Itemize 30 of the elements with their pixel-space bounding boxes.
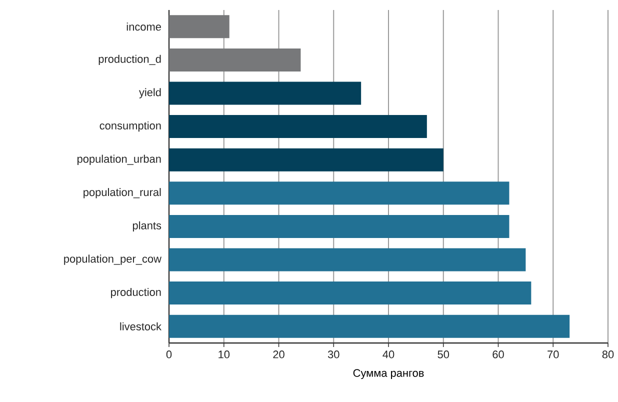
x-tick-label: 30 [328, 350, 340, 358]
bar [169, 282, 532, 305]
x-tick-label: 0 [166, 350, 172, 358]
y-tick-label: population_per_cow [64, 254, 162, 265]
bar [169, 314, 570, 338]
y-tick-label: consumption [100, 121, 161, 132]
y-tick-label: income [126, 22, 161, 31]
x-tick-label: 80 [602, 350, 614, 358]
bar [169, 48, 301, 72]
y-tick-label: plants [132, 221, 162, 232]
y-tick-label: production [111, 288, 161, 298]
bar [169, 248, 526, 272]
y-tick-label: yield [138, 88, 161, 98]
x-axis-title: Сумма рангов [353, 369, 424, 380]
y-tick-label: population_rural [84, 188, 161, 198]
x-tick-label: 50 [438, 350, 450, 358]
x-tick-label: 40 [382, 350, 394, 358]
bar [169, 115, 427, 138]
x-tick-label: 60 [492, 350, 504, 358]
x-tick-label: 10 [218, 350, 230, 358]
bar [169, 148, 444, 172]
y-tick-label: production_d [98, 54, 161, 66]
y-tick-label: livestock [120, 322, 162, 330]
bar [169, 15, 230, 38]
bar [169, 82, 362, 105]
bar [169, 214, 510, 238]
x-tick-label: 20 [273, 350, 284, 358]
bar [169, 182, 510, 205]
y-tick-label: population_urban [77, 154, 161, 165]
x-tick-label: 70 [548, 350, 559, 358]
